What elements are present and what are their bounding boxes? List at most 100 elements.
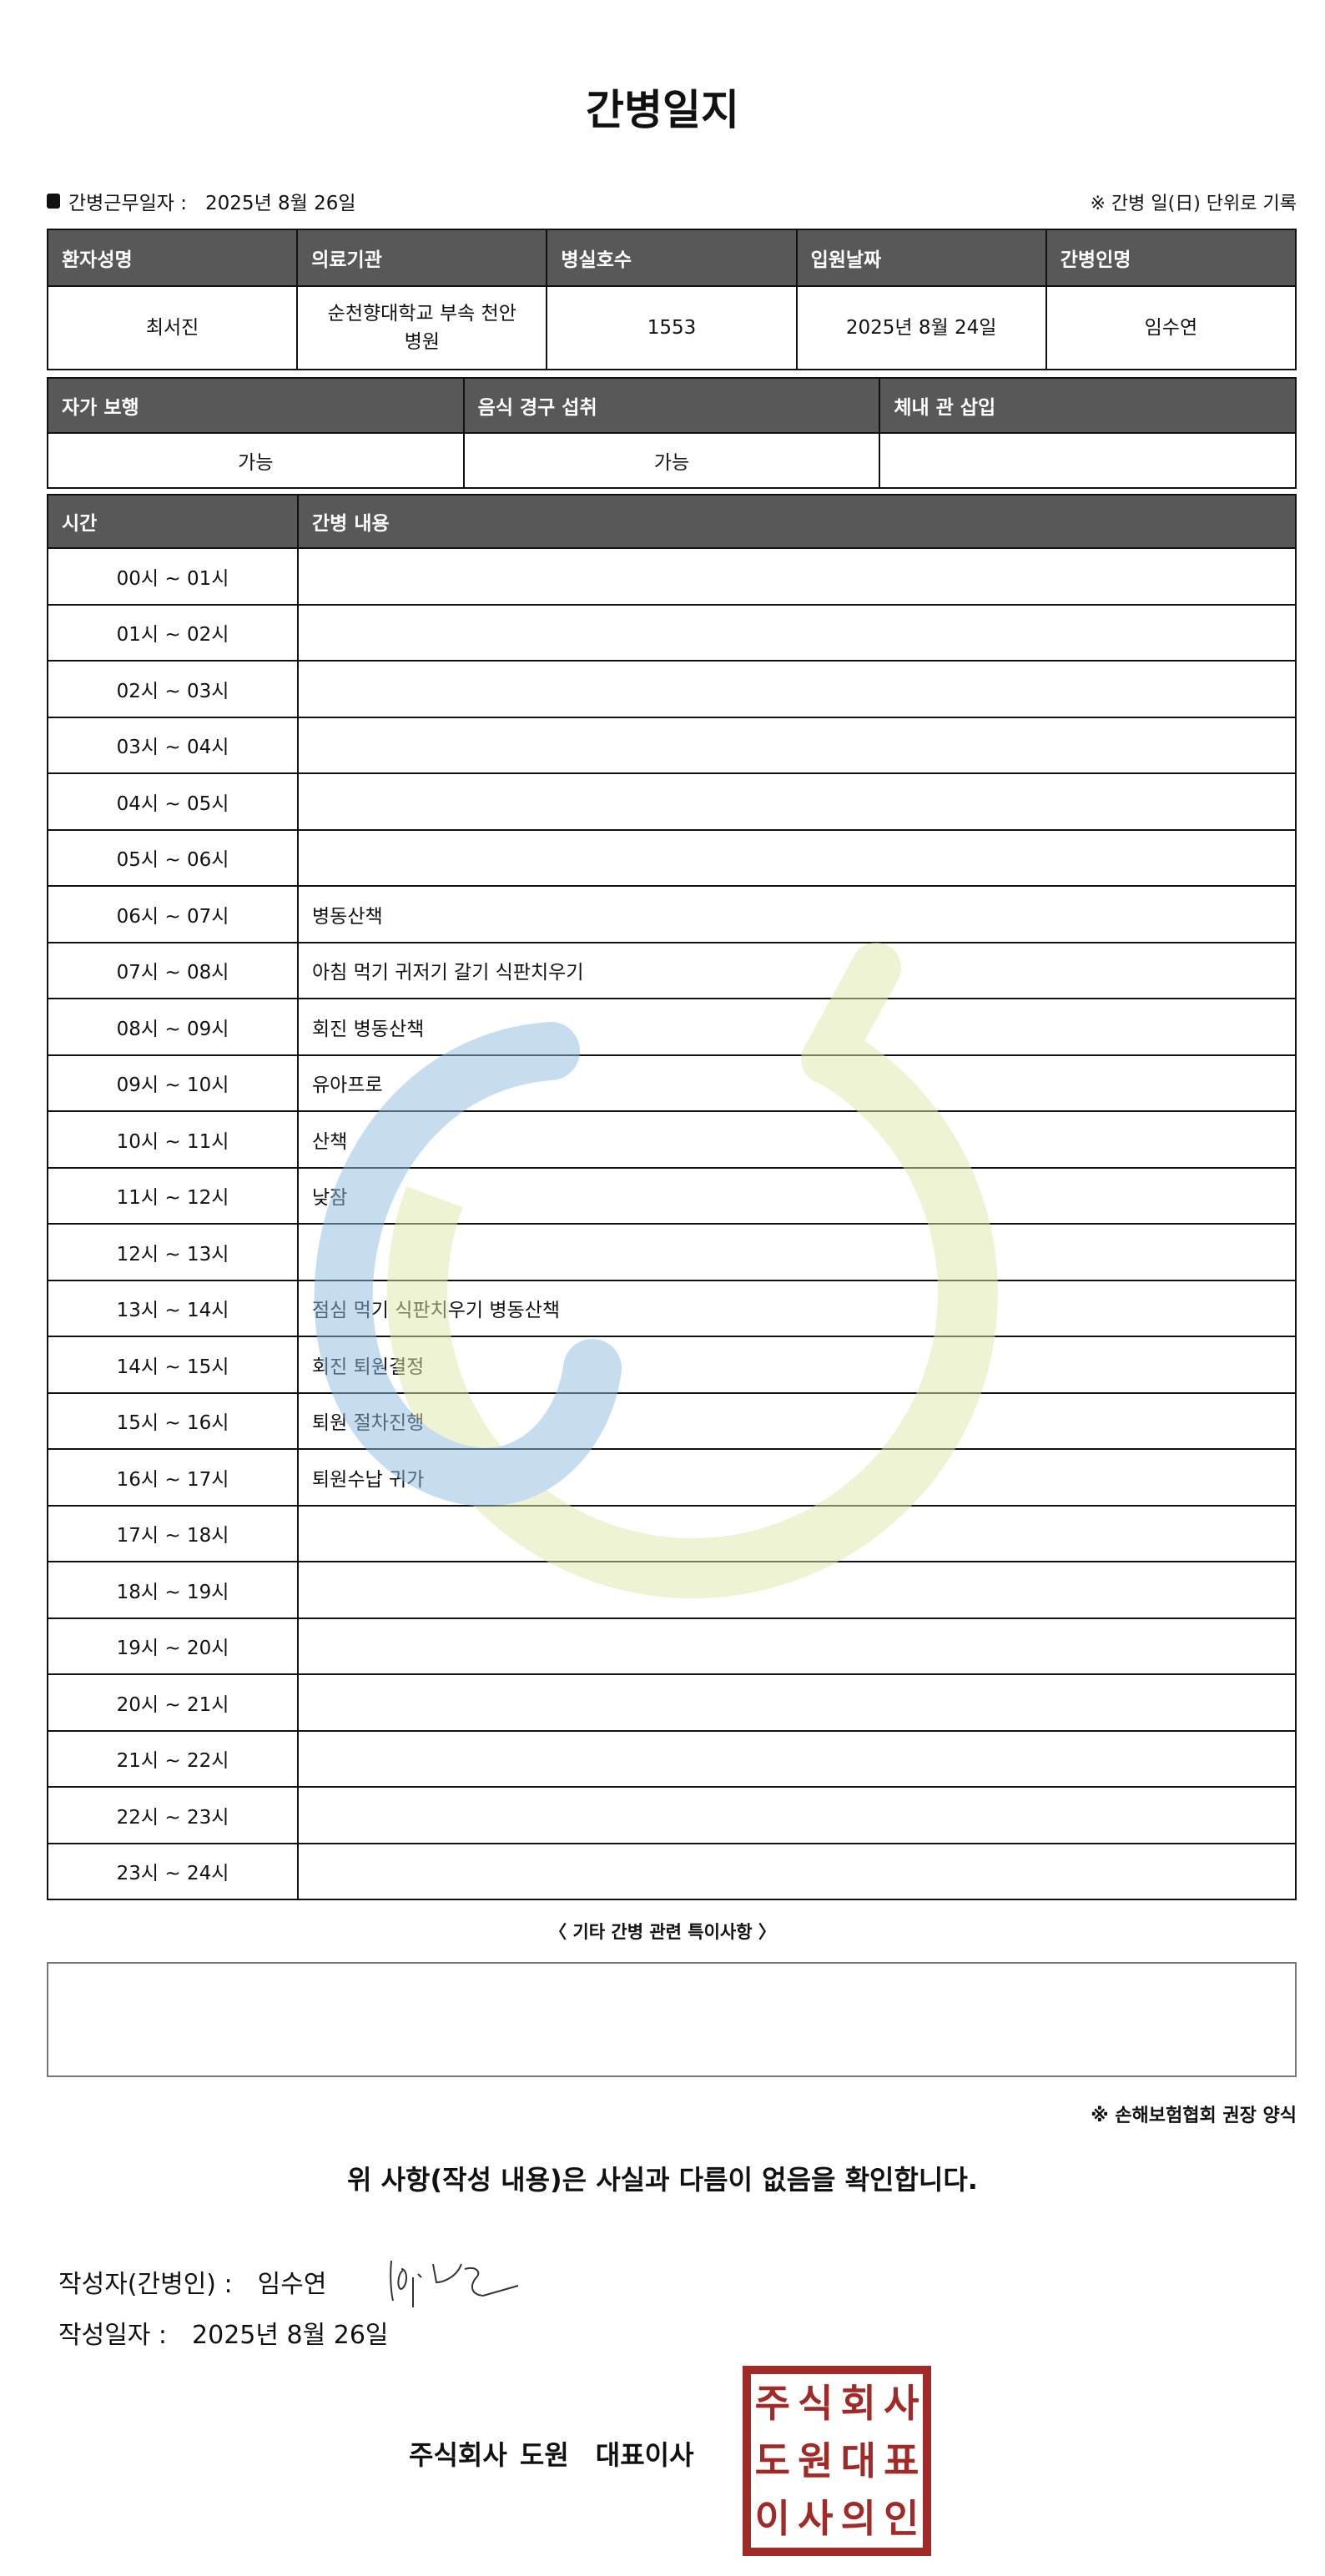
table-row: 16시 ~ 17시 퇴원수납 귀가 [47,1448,1297,1507]
table-row: 18시 ~ 19시 [47,1561,1297,1619]
work-date-value: 2025년 8월 26일 [205,193,356,214]
content-cell[interactable]: 회진 병동산책 [297,998,1297,1056]
writer-row: 작성자(간병인) : 임수연 [58,2252,526,2311]
caregiver-name: 임수연 [1045,285,1297,370]
time-cell: 17시 ~ 18시 [47,1504,299,1562]
content-cell[interactable] [297,547,1297,606]
time-cell: 14시 ~ 15시 [47,1336,299,1394]
content-cell[interactable] [297,1842,1297,1900]
time-cell: 15시 ~ 16시 [47,1391,299,1450]
seal-char: 회 [837,2374,880,2433]
time-cell: 08시 ~ 09시 [47,998,299,1056]
content-cell[interactable]: 산책 [297,1110,1297,1169]
seal-char: 인 [879,2489,923,2548]
content-cell[interactable]: 낮잠 [297,1166,1297,1225]
table-row: 21시 ~ 22시 [47,1729,1297,1788]
seal-char: 주 [751,2374,794,2433]
time-cell: 11시 ~ 12시 [47,1166,299,1225]
content-cell[interactable] [297,1561,1297,1619]
content-cell[interactable] [297,1673,1297,1732]
patient-name: 최서진 [46,285,299,370]
company-representative: 주식회사 도원 대표이사 [409,2439,694,2471]
time-cell: 04시 ~ 05시 [47,772,299,831]
table-row: 02시 ~ 03시 [47,660,1297,718]
time-cell: 19시 ~ 20시 [47,1617,299,1675]
header-cell: 간병 내용 [297,494,1297,549]
seal-char: 사 [879,2374,923,2433]
write-date-label: 작성일자 : [58,2321,168,2350]
header-cell: 간병인명 [1045,229,1297,287]
table-row: 03시 ~ 04시 [47,716,1297,774]
unit-note: ※ 간병 일(日) 단위로 기록 [1090,194,1297,214]
time-cell: 00시 ~ 01시 [47,547,299,606]
content-cell[interactable] [297,1786,1297,1844]
content-cell[interactable]: 점심 먹기 식판치우기 병동산책 [297,1279,1297,1337]
header-cell: 의료기관 [296,229,548,287]
writer-name: 임수연 [257,2270,327,2299]
table-row: 20시 ~ 21시 [47,1673,1297,1732]
confirmation-statement: 위 사항(작성 내용)은 사실과 다름이 없음을 확인합니다. [347,2164,978,2196]
content-cell[interactable] [297,716,1297,774]
table-row: 22시 ~ 23시 [47,1786,1297,1844]
time-cell: 18시 ~ 19시 [47,1561,299,1619]
header-cell: 체내 관 삽입 [879,377,1297,434]
care-log-table: 시간 간병 내용 00시 ~ 01시 01시 ~ 02시 02시 ~ 03시 03시 ~… [47,494,1297,1900]
association-note: ※ 손해보험협회 권장 양식 [1091,2106,1297,2126]
header-cell: 시간 [47,494,299,549]
table-row: 05시 ~ 06시 [47,828,1297,887]
header-cell: 음식 경구 섭취 [462,377,881,434]
oral-intake: 가능 [462,432,881,489]
content-cell[interactable] [297,1617,1297,1675]
time-cell: 05시 ~ 06시 [47,828,299,887]
etc-label: 〈 기타 간병 관련 특이사항 〉 [549,1922,776,1942]
time-cell: 06시 ~ 07시 [47,885,299,943]
table-row: 10시 ~ 11시 산책 [47,1110,1297,1169]
content-cell[interactable]: 퇴원 절차진행 [297,1391,1297,1450]
table-row: 23시 ~ 24시 [47,1842,1297,1900]
table-row: 12시 ~ 13시 [47,1223,1297,1281]
writer-label: 작성자(간병인) : [58,2270,233,2299]
self-walking: 가능 [47,432,465,489]
table-row: 19시 ~ 20시 [47,1617,1297,1675]
write-date-value: 2025년 8월 26일 [192,2321,389,2350]
time-cell: 07시 ~ 08시 [47,941,299,999]
content-cell[interactable] [297,828,1297,887]
table-row: 04시 ~ 05시 [47,772,1297,831]
time-cell: 10시 ~ 11시 [47,1110,299,1169]
signature-icon [390,2260,519,2307]
table-row: 06시 ~ 07시 병동산책 [47,885,1297,943]
table-row: 09시 ~ 10시 유아프로 [47,1054,1297,1112]
patient-info-table: 환자성명 의료기관 병실호수 입원날짜 간병인명 최서진 순천향대학교 부속 천안 병원 1… [46,229,1297,370]
special-notes-field[interactable] [47,1962,1297,2077]
seal-char: 이 [751,2489,794,2548]
table-row: 08시 ~ 09시 회진 병동산책 [47,998,1297,1056]
table-row: 14시 ~ 15시 회진 퇴원결정 [47,1336,1297,1394]
seal-char: 원 [793,2432,837,2490]
time-cell: 16시 ~ 17시 [47,1448,299,1507]
work-date-label: 간병근무일자 : [68,193,188,214]
write-date-row: 작성일자 : 2025년 8월 26일 [58,2314,389,2351]
header-cell: 병실호수 [546,229,798,287]
time-cell: 03시 ~ 04시 [47,716,299,774]
content-cell[interactable] [297,1729,1297,1788]
tube-insertion [879,432,1297,489]
content-cell[interactable] [297,1223,1297,1281]
time-cell: 20시 ~ 21시 [47,1673,299,1732]
table-row: 01시 ~ 02시 [47,603,1297,662]
content-cell[interactable]: 병동산책 [297,885,1297,943]
time-cell: 01시 ~ 02시 [47,603,299,662]
patient-status-table: 자가 보행 음식 경구 섭취 체내 관 삽입 가능 가능 [47,377,1297,489]
content-cell[interactable] [297,772,1297,831]
content-cell[interactable]: 퇴원수납 귀가 [297,1448,1297,1507]
work-date: 간병근무일자 : 2025년 8월 26일 [47,187,356,215]
seal-char: 의 [837,2489,880,2548]
content-cell[interactable] [297,603,1297,662]
content-cell[interactable]: 아침 먹기 귀저기 갈기 식판치우기 [297,941,1297,999]
content-cell[interactable] [297,660,1297,718]
content-cell[interactable]: 회진 퇴원결정 [297,1336,1297,1394]
content-cell[interactable]: 유아프로 [297,1054,1297,1112]
content-cell[interactable] [297,1504,1297,1562]
time-cell: 02시 ~ 03시 [47,660,299,718]
seal-char: 식 [793,2374,837,2433]
